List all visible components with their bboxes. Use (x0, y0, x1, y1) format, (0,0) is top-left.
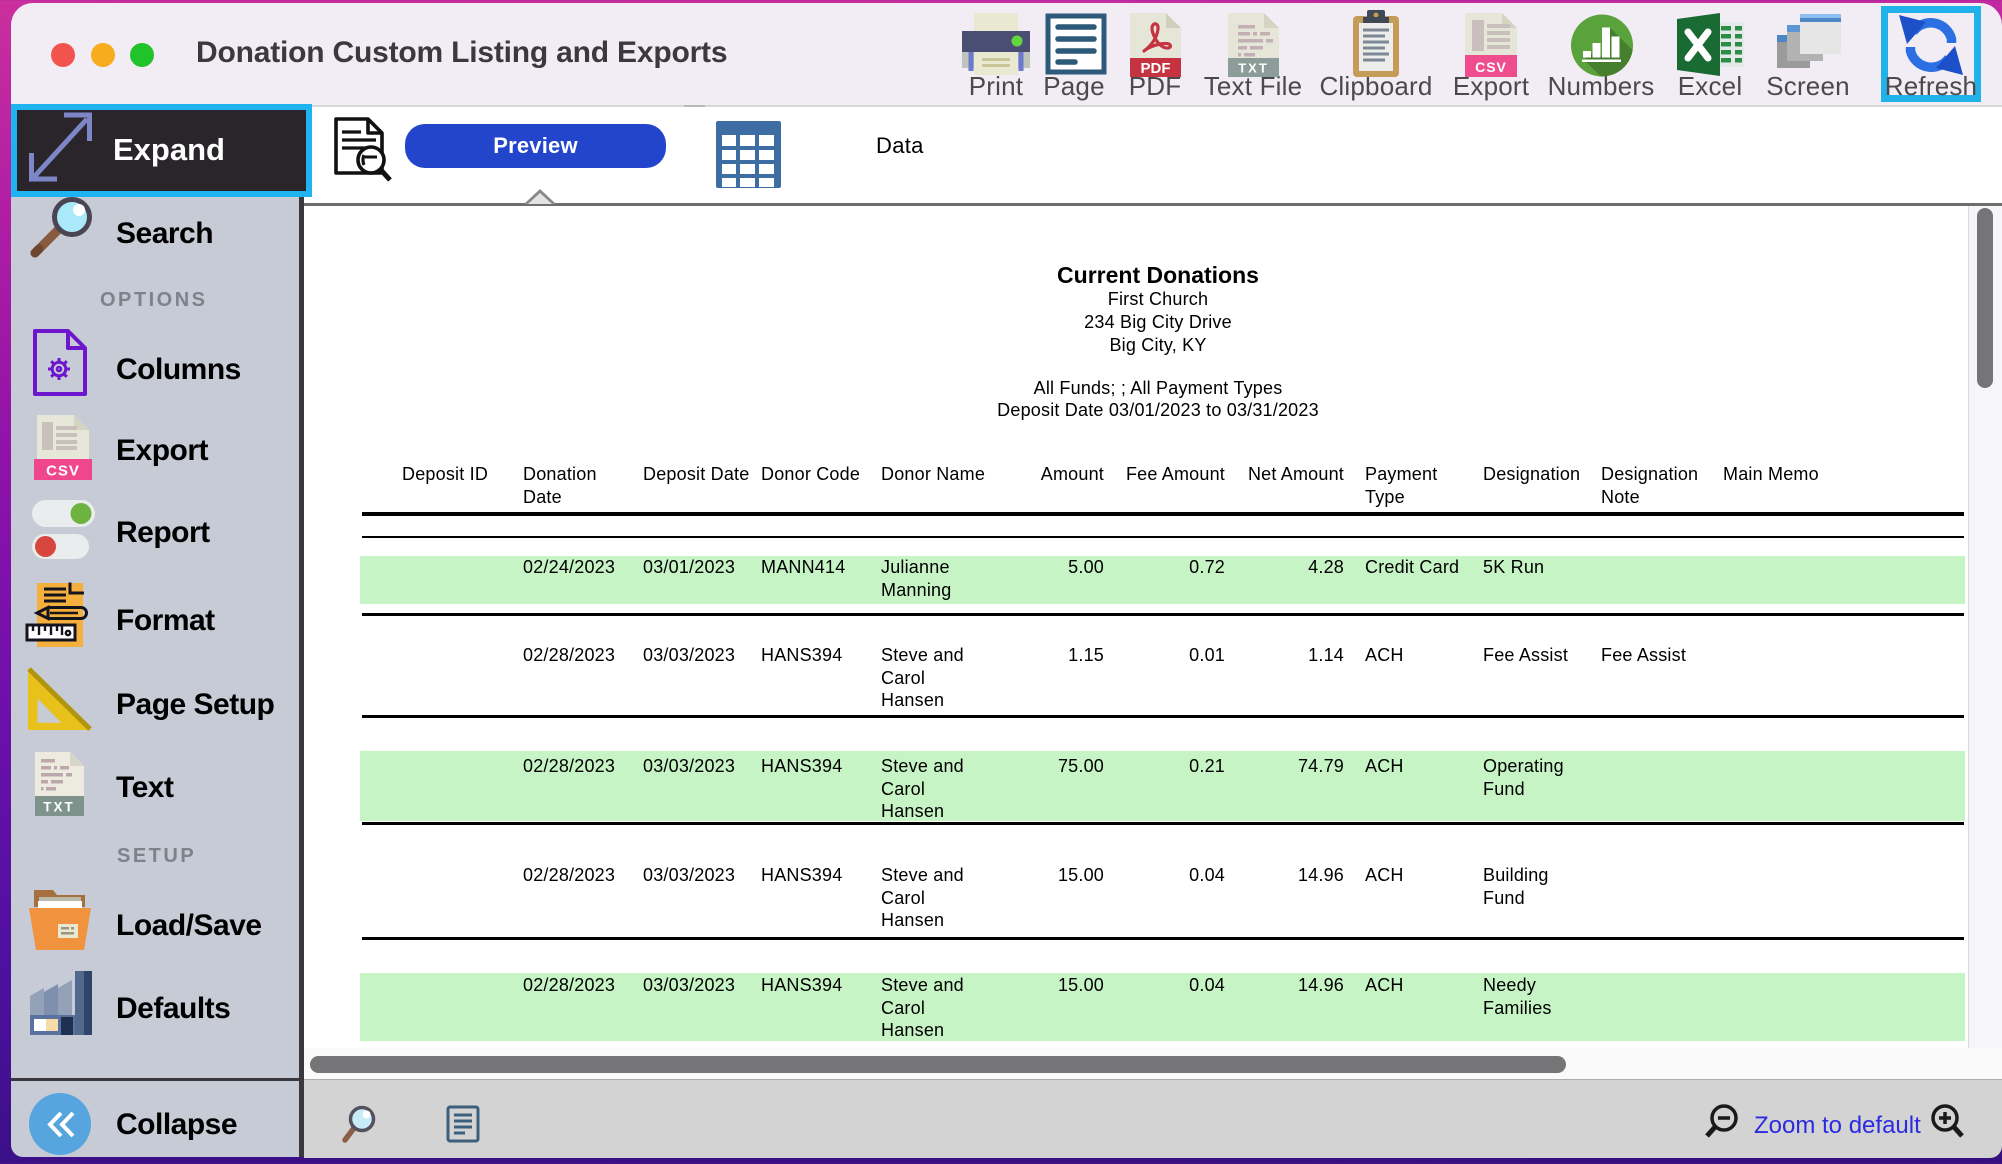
svg-text:CSV: CSV (1475, 59, 1507, 75)
svg-text:TXT: TXT (43, 800, 75, 815)
svg-text:TXT: TXT (1238, 61, 1269, 76)
svg-text:PDF: PDF (1141, 60, 1171, 77)
svg-text:CSV: CSV (46, 463, 80, 480)
